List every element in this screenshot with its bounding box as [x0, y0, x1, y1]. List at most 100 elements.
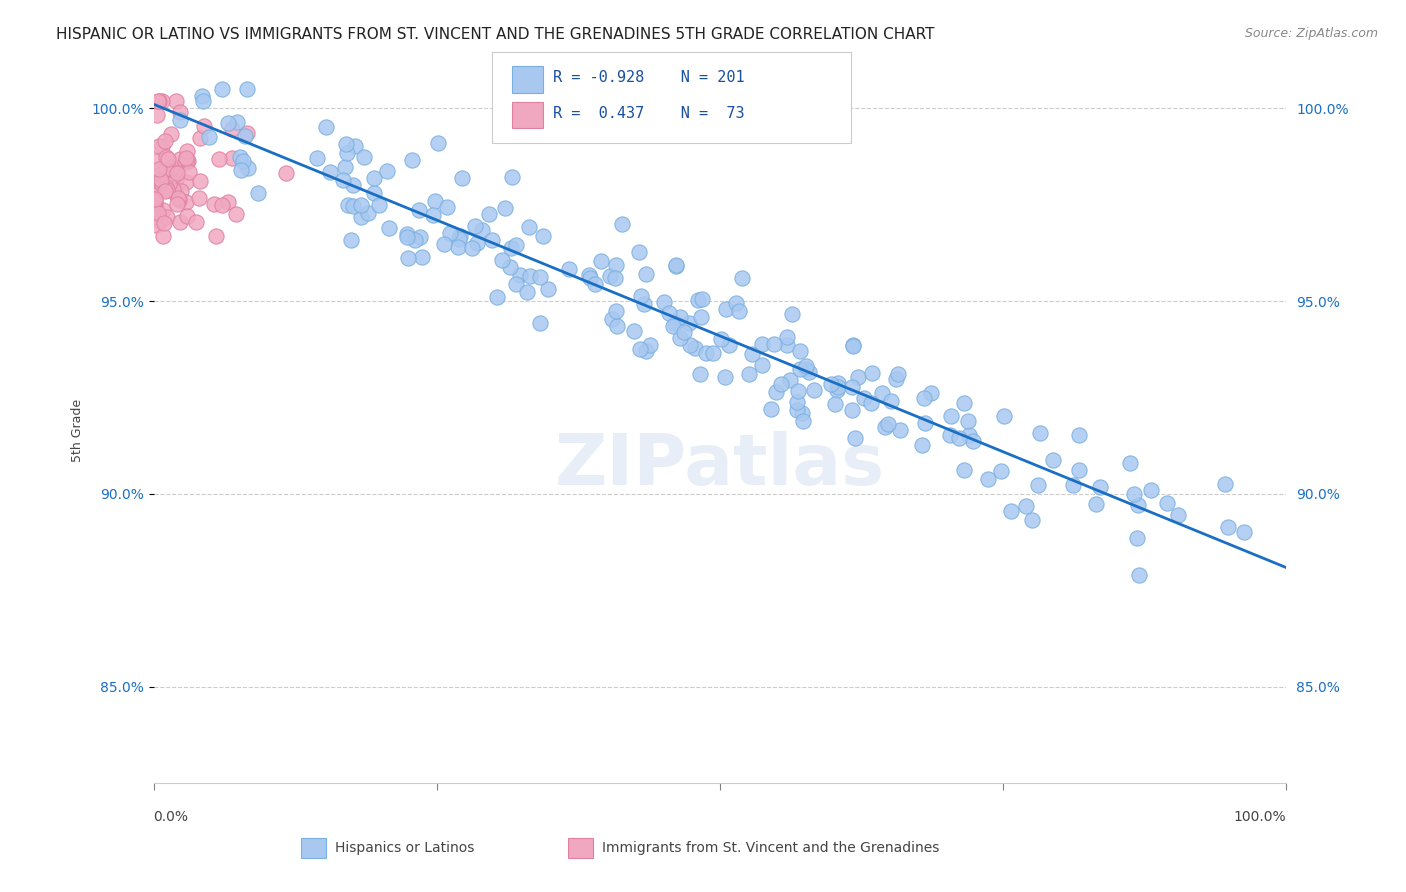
- Point: [603, 270, 626, 285]
- Point: [519, 268, 541, 283]
- Point: [779, 373, 801, 387]
- Point: [342, 199, 364, 213]
- Point: [408, 229, 430, 244]
- Point: [827, 380, 849, 394]
- Point: [422, 208, 444, 222]
- Point: [439, 226, 461, 240]
- Point: [678, 316, 700, 330]
- Point: [353, 151, 375, 165]
- Point: [884, 372, 907, 386]
- Point: [1128, 568, 1150, 582]
- Point: [478, 207, 501, 221]
- Point: [688, 293, 710, 308]
- Text: Immigrants from St. Vincent and the Grenadines: Immigrants from St. Vincent and the Gren…: [602, 841, 939, 855]
- Point: [193, 119, 215, 133]
- Point: [714, 301, 737, 316]
- Point: [665, 260, 688, 274]
- Point: [669, 331, 692, 345]
- Point: [1128, 498, 1150, 512]
- Point: [148, 94, 170, 108]
- Point: [636, 344, 658, 359]
- Point: [763, 336, 786, 351]
- Point: [751, 336, 773, 351]
- Point: [841, 339, 863, 353]
- Point: [953, 462, 976, 476]
- Point: [605, 258, 627, 272]
- Point: [464, 219, 486, 233]
- Point: [190, 89, 212, 103]
- Point: [690, 310, 713, 324]
- Point: [841, 402, 863, 417]
- Point: [404, 233, 426, 247]
- Point: [1218, 520, 1240, 534]
- Point: [558, 261, 581, 276]
- Point: [143, 202, 166, 217]
- Point: [689, 367, 711, 381]
- Point: [820, 377, 842, 392]
- Point: [786, 395, 808, 409]
- Point: [769, 377, 792, 392]
- Point: [160, 128, 183, 142]
- Point: [165, 162, 187, 177]
- Point: [148, 94, 170, 108]
- Point: [787, 384, 810, 398]
- Point: [517, 220, 540, 235]
- Point: [938, 427, 960, 442]
- Point: [225, 206, 247, 220]
- Point: [211, 197, 233, 211]
- Point: [683, 342, 706, 356]
- Point: [461, 241, 484, 255]
- Point: [226, 114, 249, 128]
- Point: [505, 277, 527, 291]
- Point: [485, 290, 508, 304]
- Point: [578, 268, 600, 283]
- Point: [232, 154, 254, 169]
- Point: [531, 228, 554, 243]
- Point: [889, 423, 911, 437]
- Point: [471, 223, 494, 237]
- Point: [827, 376, 849, 390]
- Point: [179, 165, 201, 179]
- Point: [349, 210, 371, 224]
- Point: [396, 230, 419, 244]
- Text: Hispanics or Latinos: Hispanics or Latinos: [335, 841, 474, 855]
- Point: [143, 188, 166, 202]
- Point: [165, 173, 187, 187]
- Point: [396, 251, 419, 265]
- Point: [343, 138, 366, 153]
- Point: [825, 383, 848, 397]
- Point: [315, 120, 337, 134]
- Point: [690, 293, 713, 307]
- Point: [340, 233, 363, 247]
- Point: [501, 169, 523, 184]
- Point: [427, 136, 450, 151]
- Point: [229, 162, 252, 177]
- Point: [143, 197, 166, 211]
- Point: [176, 153, 198, 167]
- Point: [623, 324, 645, 338]
- Point: [169, 215, 191, 229]
- Text: R = -0.928    N = 201: R = -0.928 N = 201: [553, 70, 744, 85]
- Point: [803, 383, 825, 397]
- Point: [612, 217, 634, 231]
- Point: [149, 167, 172, 181]
- Point: [600, 312, 623, 326]
- Point: [852, 391, 875, 405]
- Point: [765, 384, 787, 399]
- Point: [148, 139, 170, 153]
- Point: [236, 82, 259, 96]
- Point: [155, 184, 177, 198]
- Point: [236, 126, 259, 140]
- Point: [669, 310, 692, 325]
- Point: [789, 344, 811, 359]
- Point: [198, 129, 221, 144]
- Point: [914, 416, 936, 430]
- Text: 0.0%: 0.0%: [153, 810, 188, 824]
- Point: [342, 178, 364, 192]
- Point: [221, 121, 243, 136]
- Point: [948, 431, 970, 445]
- Point: [153, 135, 176, 149]
- Point: [939, 409, 962, 423]
- Point: [679, 338, 702, 352]
- Point: [217, 194, 239, 209]
